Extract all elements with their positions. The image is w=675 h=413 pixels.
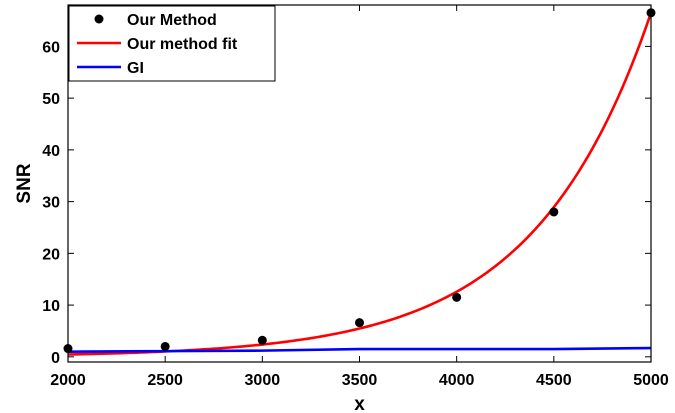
y-tick-label: 50 — [42, 91, 60, 108]
legend: Our Method Our method fit GI — [68, 5, 276, 82]
axis-ticks: 2000 2500 3000 3500 4000 4500 5000 0 10 20 30 40 50 6… — [42, 5, 669, 389]
x-tick-label: 4000 — [439, 372, 475, 389]
our-method-point — [452, 292, 462, 302]
y-tick-label: 30 — [42, 195, 60, 212]
our-method-point — [355, 318, 364, 328]
legend-our-method-marker — [94, 14, 104, 24]
y-tick-label: 0 — [51, 350, 60, 367]
x-tick-label: 2500 — [147, 372, 183, 389]
y-tick-label: 60 — [42, 39, 60, 56]
plot-marks — [63, 8, 656, 356]
gi-line — [67, 346, 652, 353]
x-tick-label: 3500 — [342, 372, 378, 389]
our-method-point — [160, 341, 170, 351]
legend-our-method-label: Our Method — [127, 12, 217, 29]
our-method-point — [549, 207, 559, 217]
x-tick-label: 4500 — [536, 372, 572, 389]
our-method-point — [257, 335, 267, 345]
x-tick-label: 5000 — [633, 372, 669, 389]
y-axis-title: SNR — [14, 163, 35, 203]
legend-gi-label: GI — [127, 60, 144, 77]
x-tick-label: 3000 — [245, 372, 281, 389]
y-tick-label: 40 — [42, 143, 60, 160]
legend-our-method-fit-label: Our method fit — [127, 36, 238, 53]
x-axis-title: x — [354, 394, 365, 413]
x-tick-label: 2000 — [50, 372, 86, 389]
y-tick-label: 10 — [42, 298, 60, 315]
y-tick-label: 20 — [42, 246, 60, 263]
